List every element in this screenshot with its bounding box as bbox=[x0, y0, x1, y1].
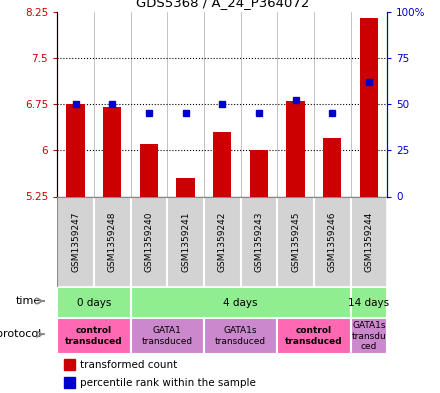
Text: GSM1359245: GSM1359245 bbox=[291, 211, 300, 272]
Bar bbox=[360, 18, 378, 196]
Bar bbox=[213, 132, 231, 196]
FancyBboxPatch shape bbox=[351, 196, 387, 287]
Bar bbox=[103, 107, 121, 196]
FancyBboxPatch shape bbox=[351, 287, 387, 318]
FancyBboxPatch shape bbox=[57, 287, 131, 318]
FancyBboxPatch shape bbox=[204, 196, 241, 287]
Text: GSM1359241: GSM1359241 bbox=[181, 211, 190, 272]
Bar bbox=[140, 144, 158, 196]
Text: transformed count: transformed count bbox=[81, 360, 178, 370]
Text: protocol: protocol bbox=[0, 329, 41, 339]
Text: GATA1s
transdu
ced: GATA1s transdu ced bbox=[352, 321, 386, 351]
Text: GSM1359244: GSM1359244 bbox=[364, 211, 374, 272]
FancyBboxPatch shape bbox=[167, 196, 204, 287]
Bar bbox=[286, 101, 305, 196]
Text: percentile rank within the sample: percentile rank within the sample bbox=[81, 378, 256, 388]
FancyBboxPatch shape bbox=[131, 318, 204, 354]
FancyBboxPatch shape bbox=[57, 196, 94, 287]
FancyBboxPatch shape bbox=[204, 318, 277, 354]
Bar bbox=[250, 150, 268, 196]
Text: GSM1359243: GSM1359243 bbox=[254, 211, 264, 272]
Text: control
transduced: control transduced bbox=[65, 326, 123, 346]
Text: GSM1359242: GSM1359242 bbox=[218, 211, 227, 272]
Text: GSM1359240: GSM1359240 bbox=[144, 211, 154, 272]
Bar bbox=[176, 178, 195, 196]
Text: GATA1s
transduced: GATA1s transduced bbox=[215, 326, 266, 346]
Text: 14 days: 14 days bbox=[348, 298, 389, 308]
Bar bbox=[64, 377, 75, 388]
FancyBboxPatch shape bbox=[314, 196, 351, 287]
FancyBboxPatch shape bbox=[351, 318, 387, 354]
Text: GSM1359247: GSM1359247 bbox=[71, 211, 80, 272]
Text: 0 days: 0 days bbox=[77, 298, 111, 308]
Bar bbox=[66, 104, 85, 196]
FancyBboxPatch shape bbox=[94, 196, 131, 287]
FancyBboxPatch shape bbox=[241, 196, 277, 287]
FancyBboxPatch shape bbox=[57, 318, 131, 354]
Bar bbox=[323, 138, 341, 196]
Text: GSM1359248: GSM1359248 bbox=[108, 211, 117, 272]
Text: control
transduced: control transduced bbox=[285, 326, 343, 346]
Title: GDS5368 / A_24_P364072: GDS5368 / A_24_P364072 bbox=[136, 0, 309, 9]
FancyBboxPatch shape bbox=[277, 318, 351, 354]
FancyBboxPatch shape bbox=[131, 196, 167, 287]
Text: GSM1359246: GSM1359246 bbox=[328, 211, 337, 272]
Bar bbox=[64, 359, 75, 370]
FancyBboxPatch shape bbox=[277, 196, 314, 287]
Text: GATA1
transduced: GATA1 transduced bbox=[142, 326, 193, 346]
FancyBboxPatch shape bbox=[131, 287, 351, 318]
Text: 4 days: 4 days bbox=[223, 298, 258, 308]
Text: time: time bbox=[16, 296, 41, 306]
